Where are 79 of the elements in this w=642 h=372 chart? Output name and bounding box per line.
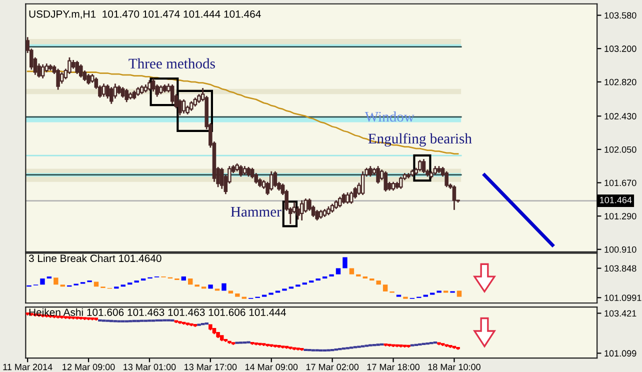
candlestick — [444, 170, 448, 188]
candlestick — [189, 100, 194, 112]
candlestick — [399, 176, 403, 190]
candlestick — [360, 170, 365, 196]
bar — [188, 278, 193, 285]
candlestick — [102, 82, 106, 98]
candlestick — [40, 64, 45, 80]
candlestick — [60, 72, 64, 84]
chart-title: Heiken Ashi 101.606 101.463 101.463 101.606 101.444 — [29, 308, 286, 316]
candlestick — [239, 164, 243, 178]
candlestick — [170, 84, 174, 105]
x-tick-label: 17 Mar 02:00 — [306, 364, 359, 370]
y-tick-label: 103.848 — [604, 265, 636, 272]
candlestick — [346, 192, 350, 204]
bar — [382, 284, 388, 292]
bar — [222, 283, 226, 291]
bar — [456, 290, 462, 297]
text: USDJPY.m,H1 101.470 101.474 101.444 101.464 — [29, 10, 261, 19]
candlestick — [110, 86, 114, 105]
bar — [376, 280, 381, 285]
candlestick — [418, 159, 422, 172]
x-tick-label: 13 Mar 01:00 — [124, 364, 176, 370]
chart-title: 3 Line Break Chart 101.4640 — [28, 254, 162, 262]
y-tick-label: 100.910 — [604, 246, 636, 253]
y-tick-label: 103.200 — [604, 46, 636, 52]
candlestick — [273, 170, 278, 188]
ref-line-label: 101.464 — [600, 196, 632, 204]
x-tick-label: 12 Mar 09:00 — [62, 364, 115, 370]
candlestick — [124, 88, 129, 103]
bar — [349, 268, 354, 274]
candlestick — [254, 172, 258, 184]
candlestick — [250, 167, 254, 180]
y-tick-label: 102.430 — [604, 113, 636, 120]
candlestick — [452, 184, 456, 211]
y-tick-label: 103.421 — [604, 310, 636, 317]
bar — [208, 284, 213, 289]
candlestick — [56, 68, 60, 90]
candlestick — [384, 170, 388, 192]
candlestick — [315, 209, 319, 222]
y-tick-label: 101.670 — [604, 180, 636, 186]
bar — [235, 293, 240, 297]
candlestick — [368, 165, 372, 178]
bar — [336, 268, 341, 274]
annotation: Engulfing bearish — [368, 133, 472, 147]
x-tick-label: 17 Mar 18:00 — [367, 364, 420, 370]
candlestick — [79, 64, 83, 78]
bar — [94, 282, 99, 287]
annotation: Window — [364, 111, 414, 122]
annotation: Hammer — [230, 206, 282, 217]
bar — [181, 276, 186, 281]
bar — [40, 278, 45, 285]
candlestick — [182, 98, 186, 114]
candlestick — [246, 166, 250, 178]
x-tick-label: 13 Mar 17:00 — [184, 364, 237, 370]
bar — [342, 257, 348, 268]
x-tick-label: 11 Mar 2014 — [3, 364, 52, 370]
y-tick-label: 101.290 — [604, 213, 636, 220]
y-tick-label: 101.0991 — [604, 294, 642, 302]
candlestick — [376, 165, 380, 184]
x-tick-label: 14 Mar 09:00 — [245, 364, 298, 370]
bar — [228, 290, 234, 294]
candlestick — [422, 158, 426, 174]
candlestick — [148, 79, 152, 92]
candlestick — [120, 86, 125, 98]
y-tick-label: 102.050 — [604, 146, 636, 153]
candlestick — [269, 170, 274, 192]
annotation: Three methods — [128, 58, 215, 69]
candlestick — [338, 196, 342, 208]
candlestick — [75, 60, 79, 75]
candlestick — [220, 167, 224, 190]
y-tick-label: 101.099 — [604, 350, 636, 357]
x-tick-label: 18 Mar 10:00 — [428, 364, 480, 370]
candlestick — [349, 190, 354, 204]
y-tick-label: 102.820 — [604, 78, 636, 86]
candlestick — [86, 73, 90, 86]
candlestick — [300, 200, 304, 222]
candlestick — [342, 192, 346, 204]
y-tick-label: 103.580 — [604, 12, 636, 19]
bar — [54, 278, 58, 285]
